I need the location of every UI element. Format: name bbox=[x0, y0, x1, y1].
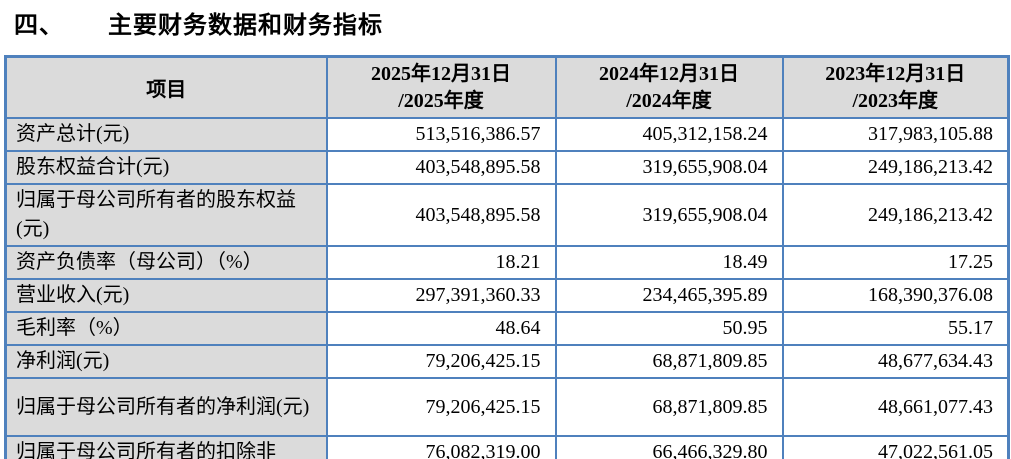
table-row-total-equity: 股东权益合计(元) 403,548,895.58 319,655,908.04 … bbox=[4, 150, 1010, 185]
value-2023: 249,186,213.42 bbox=[781, 183, 1010, 247]
financial-indicators-table: 项目 2025年12月31日 /2025年度 2024年12月31日 /2024… bbox=[4, 55, 1010, 459]
value-2024: 319,655,908.04 bbox=[554, 183, 784, 247]
table-row-gross-margin: 毛利率（%） 48.64 50.95 55.17 bbox=[4, 311, 1010, 346]
table-row-parent-net-profit: 归属于母公司所有者的净利润(元) 79,206,425.15 68,871,80… bbox=[4, 377, 1010, 437]
value-2023: 48,677,634.43 bbox=[781, 344, 1010, 379]
value-2025: 403,548,895.58 bbox=[325, 150, 557, 185]
period-date: 2023年12月31日 bbox=[825, 63, 966, 86]
value-2025: 79,206,425.15 bbox=[325, 377, 557, 437]
row-label: 资产负债率（母公司）（%） bbox=[4, 245, 328, 280]
period-year: /2024年度 bbox=[626, 89, 712, 112]
value-2025: 79,206,425.15 bbox=[325, 344, 557, 379]
section-title-text: 主要财务数据和财务指标 bbox=[108, 13, 383, 39]
period-date: 2025年12月31日 bbox=[371, 63, 511, 86]
section-number: 四、 bbox=[14, 13, 64, 39]
column-header-2023: 2023年12月31日 /2023年度 bbox=[781, 55, 1010, 119]
value-2024: 68,871,809.85 bbox=[554, 344, 784, 379]
value-2024: 66,466,329.80 bbox=[554, 435, 784, 459]
value-2023: 55.17 bbox=[781, 311, 1010, 346]
value-2025: 297,391,360.33 bbox=[325, 278, 557, 313]
table-row-deducted-non-recurring: 归属于母公司所有者的扣除非 76,082,319.00 66,466,329.8… bbox=[4, 435, 1010, 459]
column-header-2025: 2025年12月31日 /2025年度 bbox=[325, 55, 557, 119]
period-date: 2024年12月31日 bbox=[599, 63, 739, 86]
value-2024: 319,655,908.04 bbox=[554, 150, 784, 185]
row-label: 资产总计(元) bbox=[4, 117, 328, 152]
table-row-net-profit: 净利润(元) 79,206,425.15 68,871,809.85 48,67… bbox=[4, 344, 1010, 379]
value-2024: 68,871,809.85 bbox=[554, 377, 784, 437]
row-label: 归属于母公司所有者的扣除非 bbox=[4, 435, 328, 459]
table-row-debt-ratio: 资产负债率（母公司）（%） 18.21 18.49 17.25 bbox=[4, 245, 1010, 280]
value-2025: 513,516,386.57 bbox=[325, 117, 557, 152]
value-2023: 47,022,561.05 bbox=[781, 435, 1010, 459]
value-2024: 405,312,158.24 bbox=[554, 117, 784, 152]
section-title: 四、 主要财务数据和财务指标 bbox=[14, 5, 383, 40]
row-label: 净利润(元) bbox=[4, 344, 328, 379]
value-2023: 17.25 bbox=[781, 245, 1010, 280]
row-label: 毛利率（%） bbox=[4, 311, 328, 346]
value-2024: 18.49 bbox=[554, 245, 784, 280]
value-2025: 18.21 bbox=[325, 245, 557, 280]
table-header-row: 项目 2025年12月31日 /2025年度 2024年12月31日 /2024… bbox=[4, 55, 1010, 119]
row-label: 归属于母公司所有者的股东权益(元) bbox=[4, 183, 328, 247]
value-2025: 48.64 bbox=[325, 311, 557, 346]
column-header-item: 项目 bbox=[4, 55, 328, 119]
value-2023: 48,661,077.43 bbox=[781, 377, 1010, 437]
value-2023: 249,186,213.42 bbox=[781, 150, 1010, 185]
table-row-total-assets: 资产总计(元) 513,516,386.57 405,312,158.24 31… bbox=[4, 117, 1010, 152]
value-2023: 168,390,376.08 bbox=[781, 278, 1010, 313]
row-label: 营业收入(元) bbox=[4, 278, 328, 313]
table-row-parent-equity: 归属于母公司所有者的股东权益(元) 403,548,895.58 319,655… bbox=[4, 183, 1010, 247]
value-2024: 50.95 bbox=[554, 311, 784, 346]
row-label: 归属于母公司所有者的净利润(元) bbox=[4, 377, 328, 437]
value-2024: 234,465,395.89 bbox=[554, 278, 784, 313]
value-2025: 403,548,895.58 bbox=[325, 183, 557, 247]
period-year: /2025年度 bbox=[398, 89, 484, 112]
value-2023: 317,983,105.88 bbox=[781, 117, 1010, 152]
column-header-2024: 2024年12月31日 /2024年度 bbox=[554, 55, 784, 119]
value-2025: 76,082,319.00 bbox=[325, 435, 557, 459]
table-row-revenue: 营业收入(元) 297,391,360.33 234,465,395.89 16… bbox=[4, 278, 1010, 313]
period-year: /2023年度 bbox=[852, 89, 939, 112]
row-label: 股东权益合计(元) bbox=[4, 150, 328, 185]
